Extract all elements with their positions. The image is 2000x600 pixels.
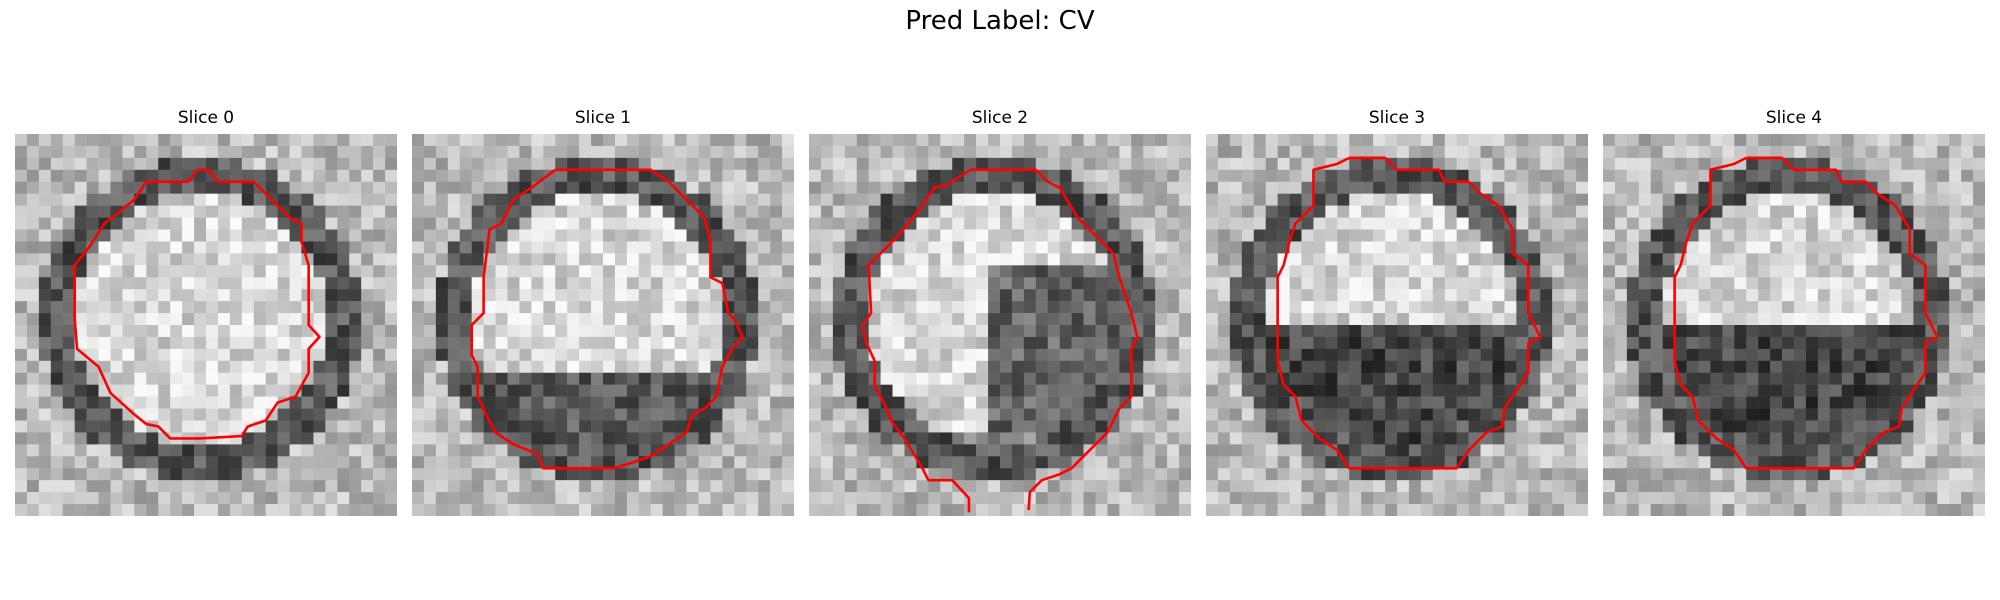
slice-panel-4: Slice 4 — [1603, 108, 1985, 516]
slice-image — [809, 134, 1191, 516]
segmentation-contour — [1276, 156, 1542, 470]
segmentation-contour — [73, 168, 321, 440]
slice-title: Slice 1 — [574, 108, 632, 128]
slice-image — [15, 134, 397, 516]
segmentation-contour — [470, 168, 744, 470]
slice-panel-1: Slice 1 — [412, 108, 794, 516]
slice-panel-3: Slice 3 — [1206, 108, 1588, 516]
slice-image — [412, 134, 794, 516]
figure-title: Pred Label: CV — [905, 6, 1095, 36]
segmentation-contour — [861, 168, 1139, 513]
slice-panel-2: Slice 2 — [809, 108, 1191, 516]
slice-title: Slice 2 — [971, 108, 1029, 128]
segmentation-contour — [1673, 156, 1939, 470]
slice-panel-0: Slice 0 — [15, 108, 397, 516]
slice-title: Slice 3 — [1368, 108, 1426, 128]
slice-title: Slice 4 — [1765, 108, 1823, 128]
slice-title: Slice 0 — [177, 108, 235, 128]
slice-image — [1206, 134, 1588, 516]
slice-image — [1603, 134, 1985, 516]
